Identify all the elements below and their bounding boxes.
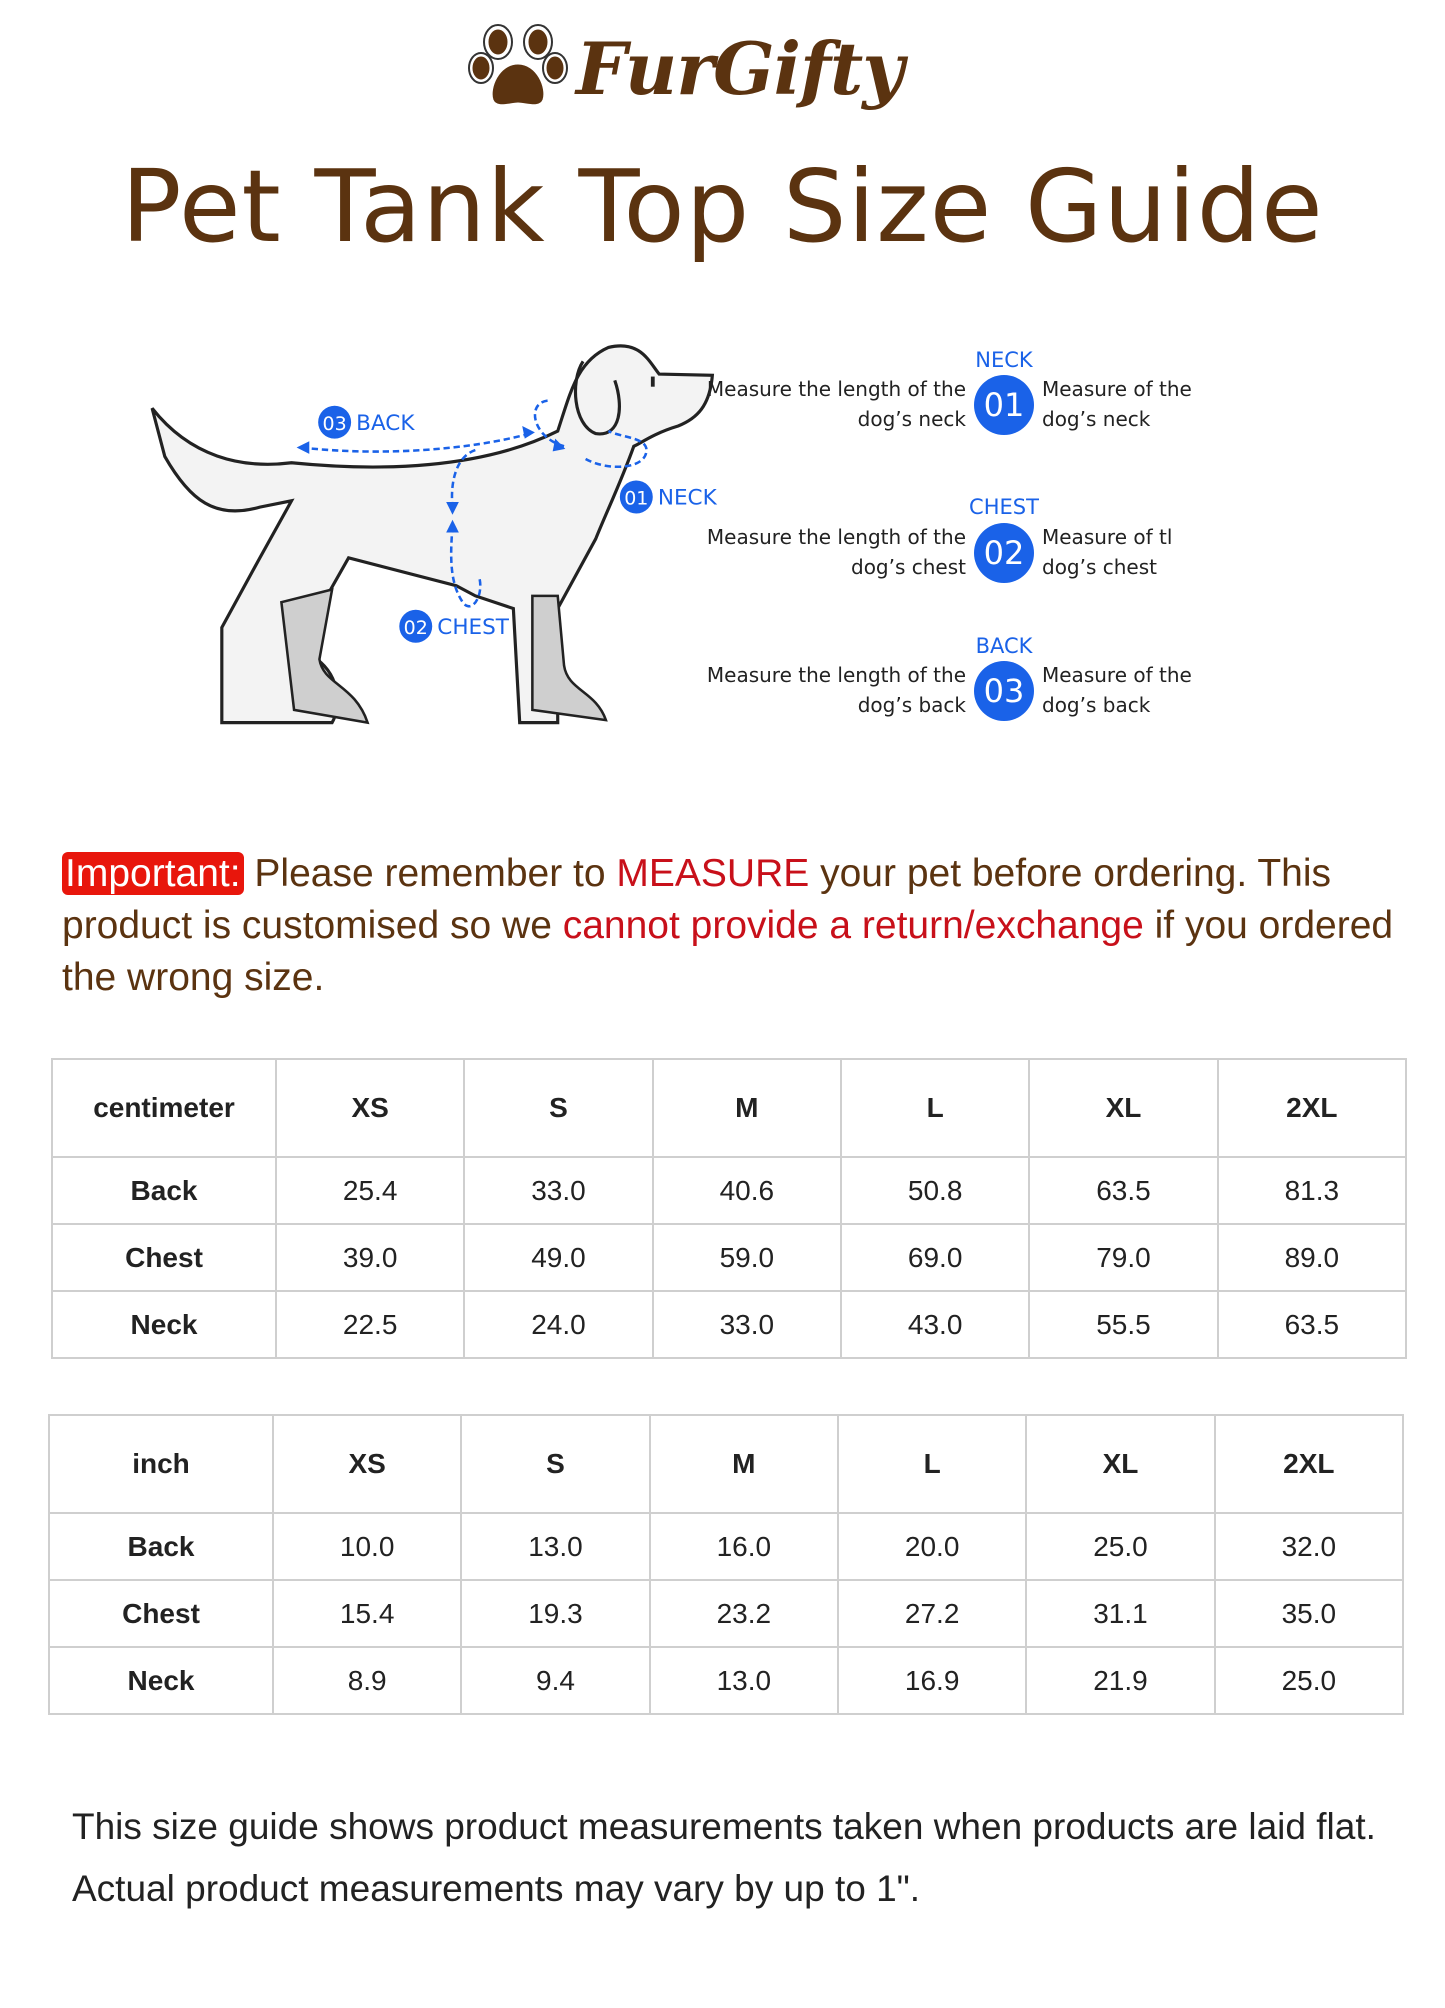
table-row: Chest 15.4 19.3 23.2 27.2 31.1 35.0 bbox=[48, 1579, 1405, 1648]
cell: 49.0 bbox=[463, 1223, 654, 1292]
cell: 81.3 bbox=[1216, 1156, 1408, 1225]
paw-icon bbox=[468, 24, 568, 108]
cell: 43.0 bbox=[839, 1290, 1031, 1359]
table-header-row: inch XS S M L XL 2XL bbox=[48, 1414, 1405, 1514]
cell: 33.0 bbox=[463, 1156, 654, 1225]
cell: 25.4 bbox=[274, 1156, 466, 1225]
step-label: BACK bbox=[975, 634, 1033, 658]
chest-label: CHEST bbox=[437, 615, 509, 640]
cell: 10.0 bbox=[271, 1512, 463, 1581]
important-badge: Important: bbox=[62, 852, 244, 895]
row-label: Chest bbox=[48, 1579, 274, 1648]
cell: 25.0 bbox=[1025, 1512, 1216, 1581]
step-label: CHEST bbox=[969, 495, 1039, 519]
neck-num: 01 bbox=[624, 488, 648, 510]
table-row: Back 25.4 33.0 40.6 50.8 63.5 81.3 bbox=[51, 1156, 1408, 1225]
notice-text: your pet before ordering. This product i… bbox=[62, 852, 1332, 947]
cell: 63.5 bbox=[1216, 1290, 1408, 1359]
cell: 15.4 bbox=[271, 1579, 463, 1648]
unit-header: centimeter bbox=[51, 1058, 277, 1158]
step-left-text: Measure the length of the dog’s back bbox=[706, 663, 966, 717]
cell: 27.2 bbox=[836, 1579, 1028, 1648]
cell: 79.0 bbox=[1028, 1223, 1219, 1292]
cell: 13.0 bbox=[460, 1512, 651, 1581]
neck-label: NECK bbox=[658, 486, 718, 511]
page-title: Pet Tank Top Size Guide bbox=[121, 148, 1324, 265]
row-label: Back bbox=[48, 1512, 274, 1581]
back-num: 03 bbox=[323, 413, 347, 435]
cell: 16.0 bbox=[648, 1512, 839, 1581]
cell: 24.0 bbox=[463, 1290, 654, 1359]
step-right-text: Measure of tl dog’s chest bbox=[1042, 525, 1173, 579]
row-label: Neck bbox=[48, 1646, 274, 1715]
cell: 50.8 bbox=[839, 1156, 1031, 1225]
size-header: M bbox=[651, 1058, 842, 1158]
size-header: S bbox=[460, 1414, 651, 1514]
size-header: XL bbox=[1025, 1414, 1216, 1514]
cell: 35.0 bbox=[1213, 1579, 1405, 1648]
table-header-row: centimeter XS S M L XL 2XL bbox=[51, 1058, 1408, 1158]
unit-header: inch bbox=[48, 1414, 274, 1514]
cell: 8.9 bbox=[271, 1646, 463, 1715]
cell: 40.6 bbox=[651, 1156, 842, 1225]
cell: 39.0 bbox=[274, 1223, 466, 1292]
size-table-inch: inch XS S M L XL 2XL Back 10.0 13.0 16.0 20.0 25.0… bbox=[48, 1414, 1405, 1715]
size-header: L bbox=[839, 1058, 1031, 1158]
step-number: 03 bbox=[974, 661, 1034, 721]
step-left-text: Measure the length of the dog’s neck bbox=[706, 377, 966, 431]
brand-logo: FurGifty bbox=[468, 18, 904, 118]
size-header: XL bbox=[1028, 1058, 1219, 1158]
notice-highlight: MEASURE bbox=[616, 852, 810, 895]
notice-text: Please remember to bbox=[243, 852, 617, 895]
step-left-text: Measure the length of the dog’s chest bbox=[706, 525, 966, 579]
size-header: XS bbox=[271, 1414, 463, 1514]
size-header: XS bbox=[274, 1058, 466, 1158]
size-header: M bbox=[648, 1414, 839, 1514]
notice-text: if you ordered the wrong size. bbox=[62, 904, 1394, 999]
cell: 16.9 bbox=[836, 1646, 1028, 1715]
step-right-text: Measure of the dog’s neck bbox=[1042, 377, 1192, 431]
cell: 63.5 bbox=[1028, 1156, 1219, 1225]
size-header: 2XL bbox=[1216, 1058, 1408, 1158]
cell: 89.0 bbox=[1216, 1223, 1408, 1292]
cell: 31.1 bbox=[1025, 1579, 1216, 1648]
row-label: Neck bbox=[51, 1290, 277, 1359]
size-header: L bbox=[836, 1414, 1028, 1514]
cell: 21.9 bbox=[1025, 1646, 1216, 1715]
brand-name: FurGifty bbox=[576, 25, 904, 111]
cell: 25.0 bbox=[1213, 1646, 1405, 1715]
cell: 13.0 bbox=[648, 1646, 839, 1715]
back-label: BACK bbox=[356, 411, 415, 436]
cell: 9.4 bbox=[460, 1646, 651, 1715]
cell: 69.0 bbox=[839, 1223, 1031, 1292]
cell: 19.3 bbox=[460, 1579, 651, 1648]
cell: 55.5 bbox=[1028, 1290, 1219, 1359]
cell: 33.0 bbox=[651, 1290, 842, 1359]
size-table-cm: centimeter XS S M L XL 2XL Back 25.4 33.0 40.6 50… bbox=[51, 1058, 1408, 1359]
step-number: 02 bbox=[974, 523, 1034, 583]
footer-note: This size guide shows product measuremen… bbox=[72, 1806, 1376, 1909]
step-label: NECK bbox=[975, 348, 1033, 372]
chest-num: 02 bbox=[404, 617, 428, 639]
step-neck: NECK bbox=[944, 348, 1064, 372]
cell: 59.0 bbox=[651, 1223, 842, 1292]
cell: 20.0 bbox=[836, 1512, 1028, 1581]
table-row: Chest 39.0 49.0 59.0 69.0 79.0 89.0 bbox=[51, 1223, 1408, 1292]
table-row: Back 10.0 13.0 16.0 20.0 25.0 32.0 bbox=[48, 1512, 1405, 1581]
cell: 32.0 bbox=[1213, 1512, 1405, 1581]
table-row: Neck 8.9 9.4 13.0 16.9 21.9 25.0 bbox=[48, 1646, 1405, 1715]
cell: 23.2 bbox=[648, 1579, 839, 1648]
size-header: S bbox=[463, 1058, 654, 1158]
notice-highlight: cannot provide a return/exchange bbox=[562, 904, 1144, 947]
step-number: 01 bbox=[974, 375, 1034, 435]
size-header: 2XL bbox=[1213, 1414, 1405, 1514]
cell: 22.5 bbox=[274, 1290, 466, 1359]
row-label: Chest bbox=[51, 1223, 277, 1292]
important-notice: Important: Please remember to MEASURE yo… bbox=[62, 848, 1402, 1004]
table-row: Neck 22.5 24.0 33.0 43.0 55.5 63.5 bbox=[51, 1290, 1408, 1359]
row-label: Back bbox=[51, 1156, 277, 1225]
step-right-text: Measure of the dog’s back bbox=[1042, 663, 1192, 717]
